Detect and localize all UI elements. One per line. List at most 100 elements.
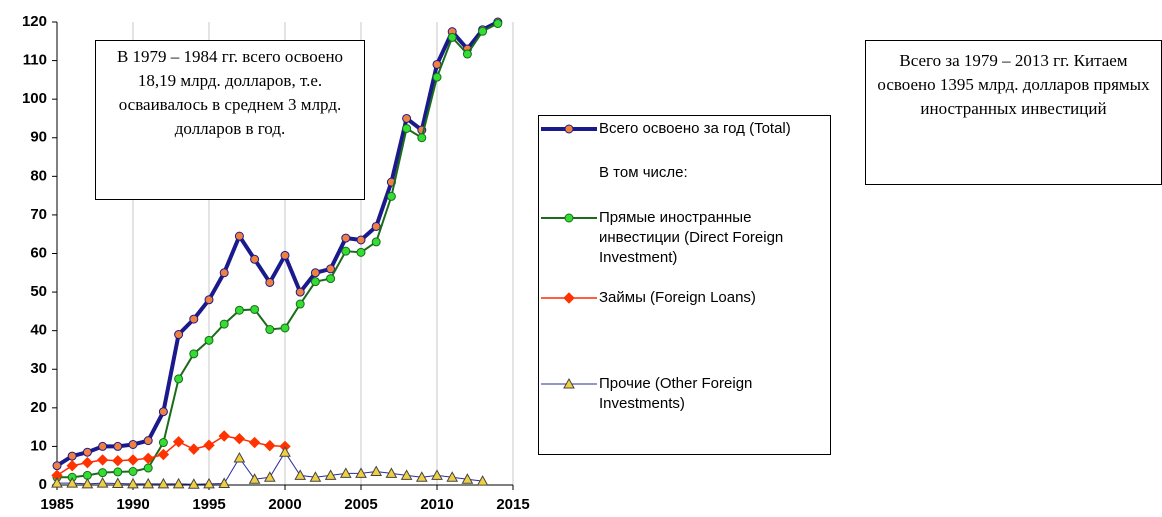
marker [128,439,138,449]
legend-swatch [541,292,597,304]
marker [143,463,153,473]
legend-label: Прямые иностранные инвестиции (Direct Fo… [599,209,784,266]
marker [402,123,412,133]
marker [432,72,442,82]
marker [111,477,124,488]
marker [417,133,427,143]
marker [174,374,184,384]
marker [157,448,170,461]
marker [295,287,305,297]
marker [564,124,574,134]
marker [310,268,320,278]
marker [113,467,123,477]
marker [234,305,244,315]
legend: Всего освоено за год (Total) Прямые иност… [538,115,831,455]
marker [356,247,366,257]
marker [248,436,261,449]
y-tick-label: 100 [22,90,47,107]
marker [51,477,63,488]
x-tick-label: 1985 [40,496,73,513]
marker [127,454,139,466]
y-tick-label: 120 [22,13,47,30]
marker [203,439,215,451]
marker [172,477,185,489]
marker [113,441,123,451]
x-tick-label: 1990 [116,496,149,513]
marker [82,447,92,457]
marker [112,454,124,467]
marker [203,477,215,489]
marker [66,460,78,472]
marker [370,465,383,476]
marker [128,466,138,476]
marker [98,468,108,478]
marker [294,469,307,480]
marker [279,446,291,457]
annotation: В 1979 – 1984 гг. всего освоено 18,19 мл… [95,40,365,200]
marker [385,467,398,478]
annotation: Всего за 1979 – 2013 гг. Китаем освоено … [865,40,1162,185]
marker [127,477,139,489]
marker [564,213,574,223]
marker [341,246,351,256]
marker [326,274,336,284]
y-tick-label: 70 [30,206,47,223]
y-tick-label: 30 [30,360,47,377]
marker [52,461,62,471]
marker [250,304,260,314]
y-tick-label: 60 [30,244,47,261]
marker [265,277,275,287]
marker [415,471,428,482]
marker [265,325,275,335]
marker [371,221,381,231]
marker [67,451,77,461]
marker [96,454,109,466]
y-tick-label: 0 [39,476,47,493]
marker [476,475,489,486]
marker [96,477,109,488]
marker [280,250,290,260]
marker [447,32,457,42]
marker [158,407,168,417]
marker [248,473,261,484]
legend-swatch [541,124,597,134]
series-line [56,435,286,476]
marker [188,443,200,455]
marker [189,314,199,324]
marker [280,323,290,333]
marker [142,477,155,489]
y-tick-label: 50 [30,283,47,300]
marker [143,436,153,446]
marker [81,477,94,489]
marker [219,319,229,329]
marker [402,113,412,123]
marker [157,477,170,489]
marker [563,292,575,304]
x-tick-label: 2000 [268,496,301,513]
y-tick-label: 80 [30,167,47,184]
marker [326,264,336,274]
legend-note: В том числе: [599,164,688,181]
marker [172,436,185,448]
marker [158,438,168,448]
y-tick-label: 10 [30,437,47,454]
y-tick-label: 90 [30,129,47,146]
marker [324,469,337,480]
marker [431,469,443,480]
marker [204,295,214,305]
legend-swatch [541,213,597,223]
legend-item: Всего освоено за год (Total) [539,119,814,139]
marker [309,471,322,482]
marker [234,231,244,241]
marker [204,335,214,345]
marker [356,235,366,245]
y-tick-label: 20 [30,399,47,416]
marker [295,299,305,309]
x-tick-label: 2005 [344,496,377,513]
marker [355,467,367,478]
marker [478,26,488,36]
x-tick-label: 2010 [420,496,453,513]
marker [218,477,231,488]
marker [263,471,276,482]
